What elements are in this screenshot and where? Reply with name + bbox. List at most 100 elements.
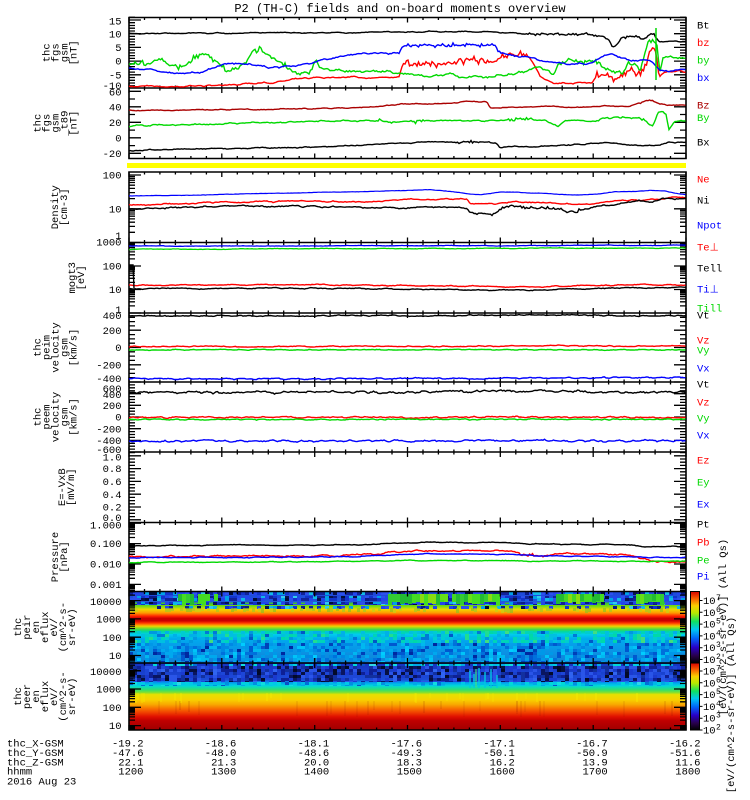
svg-text:5: 5 [716,618,721,627]
svg-text:[nT]: [nT] [69,111,81,136]
svg-text:-10: -10 [103,81,122,93]
svg-text:thc: thc [42,43,54,62]
svg-text:11.6: 11.6 [675,757,700,769]
svg-text:1300: 1300 [211,767,236,779]
svg-text:-50.1: -50.1 [483,748,515,760]
svg-text:20.0: 20.0 [304,757,329,769]
svg-text:thc: thc [13,618,25,637]
svg-text:10: 10 [703,667,716,679]
svg-text:1000: 1000 [96,685,121,697]
svg-text:thc: thc [33,114,45,133]
svg-text:[eV]: [eV] [76,265,88,290]
svg-text:10000: 10000 [90,667,122,679]
svg-text:bx: bx [697,73,710,85]
svg-text:6: 6 [716,606,721,615]
svg-text:Pt: Pt [697,520,710,532]
svg-text:60: 60 [109,87,122,99]
svg-text:400: 400 [103,390,122,402]
svg-text:Pb: Pb [697,538,710,550]
svg-text:0.2: 0.2 [103,503,122,515]
svg-text:3: 3 [716,641,721,650]
svg-text:Ni: Ni [697,196,710,208]
svg-text:0.001: 0.001 [90,580,122,592]
svg-text:4: 4 [716,700,721,709]
svg-text:10: 10 [109,651,122,663]
svg-text:0: 0 [115,133,121,145]
svg-text:1700: 1700 [582,767,607,779]
svg-text:1.000: 1.000 [90,521,122,533]
svg-text:100: 100 [103,703,122,715]
svg-text:Vz: Vz [697,336,710,348]
svg-text:0.4: 0.4 [103,490,122,502]
svg-text:thc: thc [13,687,25,706]
svg-text:Vy: Vy [697,414,710,426]
svg-text:10: 10 [703,620,716,632]
svg-text:0.100: 0.100 [90,539,122,551]
svg-text:10: 10 [109,721,122,733]
svg-text:velocity: velocity [51,322,63,372]
svg-text:[nT]: [nT] [69,40,81,65]
svg-text:1500: 1500 [397,767,422,779]
svg-text:-19.2: -19.2 [112,739,144,751]
svg-text:[nPa]: [nPa] [59,541,71,573]
svg-text:200: 200 [103,401,122,413]
svg-text:6: 6 [716,676,721,685]
svg-text:sr-eV): sr-eV) [67,608,79,646]
svg-text:10: 10 [703,608,716,620]
svg-text:Pe: Pe [697,556,710,568]
svg-text:100: 100 [103,171,122,183]
svg-text:22.1: 22.1 [118,757,143,769]
svg-text:-200: -200 [96,424,121,436]
svg-text:en: en [31,690,43,703]
svg-text:peim: peim [42,335,54,360]
svg-text:Vx: Vx [697,364,710,376]
svg-text:thc_Y-GSM: thc_Y-GSM [7,748,64,760]
svg-text:Ti⊥: Ti⊥ [697,285,719,297]
svg-text:3: 3 [716,712,721,721]
svg-text:-18.1: -18.1 [298,739,330,751]
svg-text:0.0: 0.0 [103,513,122,525]
svg-text:(cm^2-s-: (cm^2-s- [58,602,70,652]
svg-text:Bz: Bz [697,101,710,113]
svg-text:4: 4 [716,629,721,638]
svg-text:thc: thc [33,408,45,427]
svg-text:Ey: Ey [697,478,710,490]
svg-text:1000: 1000 [96,615,121,627]
svg-text:[km/s]: [km/s] [69,398,81,436]
svg-text:0.6: 0.6 [103,477,122,489]
svg-text:1.0: 1.0 [103,453,122,465]
svg-text:eV/: eV/ [49,618,61,637]
svg-text:hhmm: hhmm [7,767,32,779]
svg-text:gsm: gsm [60,408,72,427]
svg-text:0: 0 [115,413,121,425]
svg-text:0.8: 0.8 [103,464,122,476]
svg-text:-48.0: -48.0 [205,748,237,760]
svg-text:100: 100 [103,633,122,645]
svg-text:gsm: gsm [60,43,72,62]
svg-text:Tell: Tell [697,264,722,276]
svg-text:Vy: Vy [697,346,710,358]
svg-text:13.9: 13.9 [582,757,607,769]
svg-text:P2 (TH-C) fields and on-board: P2 (TH-C) fields and on-board moments ov… [234,2,566,16]
svg-text:-600: -600 [96,445,121,457]
svg-text:-16.2: -16.2 [669,739,701,751]
svg-text:eV/: eV/ [49,687,61,706]
svg-text:peir: peir [22,615,34,640]
svg-text:eflux: eflux [40,681,52,713]
svg-text:(cm^2-s-: (cm^2-s- [58,671,70,721]
svg-text:-16.7: -16.7 [576,739,608,751]
svg-text:10: 10 [703,655,716,667]
svg-text:-17.1: -17.1 [483,739,515,751]
svg-text:10000: 10000 [90,597,122,609]
svg-text:600: 600 [103,384,122,396]
svg-text:fgs: fgs [42,114,54,133]
svg-text:2: 2 [716,653,721,662]
svg-text:5: 5 [716,688,721,697]
svg-text:Density: Density [50,185,62,229]
svg-text:-48.6: -48.6 [298,748,330,760]
svg-text:20: 20 [109,118,122,130]
svg-text:velocity: velocity [51,392,63,442]
svg-text:10: 10 [703,631,716,643]
svg-text:gsm: gsm [60,338,72,357]
svg-text:18.3: 18.3 [397,757,422,769]
